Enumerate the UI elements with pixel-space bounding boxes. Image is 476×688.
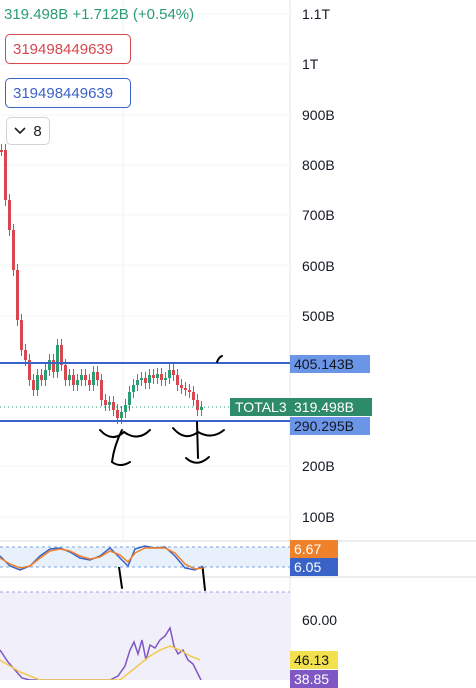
stoch-band [0, 547, 290, 567]
candle-body [160, 374, 163, 380]
candle-body [116, 410, 119, 418]
stoch-k-line [0, 545, 204, 571]
candle-body [88, 380, 91, 385]
support-price-tag: 290.295B [290, 417, 370, 435]
stoch-d-value-tag: 6.67 [290, 540, 338, 558]
candle-body [8, 200, 11, 230]
candle-body [44, 370, 47, 380]
candle-body [132, 385, 135, 392]
rsi-scale-label: 60.00 [302, 612, 338, 628]
scale-label: 500B [302, 308, 335, 324]
candle-body [28, 360, 31, 380]
candle-body [24, 350, 27, 360]
candle-body [140, 378, 143, 380]
indicator-count: 8 [33, 122, 42, 140]
candle-body [200, 407, 203, 410]
scale-label: 700B [302, 207, 335, 223]
candle-body [60, 345, 63, 365]
candlestick-series [0, 144, 203, 424]
rsi-band [0, 592, 290, 680]
candle-body [128, 392, 131, 405]
candle-body [4, 150, 7, 200]
candle-body [136, 380, 139, 385]
candle-body [76, 380, 79, 385]
candle-body [112, 402, 115, 410]
price-change-header: 319.498B +1.712B (+0.54%) [4, 6, 195, 23]
candle-body [120, 412, 123, 418]
candle-body [92, 372, 95, 385]
rsi-ma-value-tag: 46.13 [290, 651, 338, 669]
rsi-value-tag: 38.85 [290, 670, 338, 688]
chevron-down-icon [14, 127, 26, 135]
candle-body [64, 365, 67, 380]
scale-label: 200B [302, 458, 335, 474]
candle-body [164, 378, 167, 380]
candle-body [48, 360, 51, 370]
candle-body [148, 375, 151, 383]
scale-label: 900B [302, 107, 335, 123]
candle-body [84, 375, 87, 380]
candle-body [176, 375, 179, 385]
candle-body [0, 150, 3, 152]
candle-body [96, 372, 99, 380]
candle-body [40, 375, 43, 380]
candle-body [36, 375, 39, 390]
candle-body [20, 320, 23, 350]
candle-body [68, 375, 71, 380]
stoch-d-line [0, 547, 204, 570]
last-price-tag: 319.498B [290, 398, 372, 416]
candle-body [172, 370, 175, 375]
stoch-k-value-tag: 6.05 [290, 558, 338, 576]
candle-body [72, 375, 75, 385]
scale-label: 800B [302, 157, 335, 173]
candle-body [192, 392, 195, 400]
candle-body [80, 375, 83, 380]
indicators-toggle-button[interactable]: 8 [6, 117, 50, 145]
candle-body [56, 345, 59, 372]
candle-body [52, 360, 55, 372]
scale-label: 1T [302, 56, 319, 72]
candle-body [16, 270, 19, 320]
series-name-tag: TOTAL3 [230, 398, 292, 416]
candle-body [144, 378, 147, 383]
scale-label: 600B [302, 258, 335, 274]
value-box-red[interactable]: 319498449639 [5, 34, 131, 64]
scale-label: 1.1T [302, 6, 331, 22]
grid-lines [0, 13, 290, 518]
candle-body [32, 380, 35, 390]
resistance-price-tag: 405.143B [290, 355, 370, 373]
candle-body [156, 374, 159, 378]
candle-body [124, 405, 127, 412]
candle-body [180, 385, 183, 388]
rsi-ma-line [0, 645, 201, 680]
candle-body [108, 402, 111, 405]
value-box-blue[interactable]: 319498449639 [5, 78, 131, 108]
scale-label: 100B [302, 509, 335, 525]
candle-body [196, 400, 199, 410]
candle-body [104, 400, 107, 405]
candle-body [168, 370, 171, 378]
candle-body [184, 388, 187, 390]
candle-body [188, 390, 191, 392]
candle-body [152, 375, 155, 378]
candle-body [100, 380, 103, 400]
candle-body [12, 230, 15, 270]
